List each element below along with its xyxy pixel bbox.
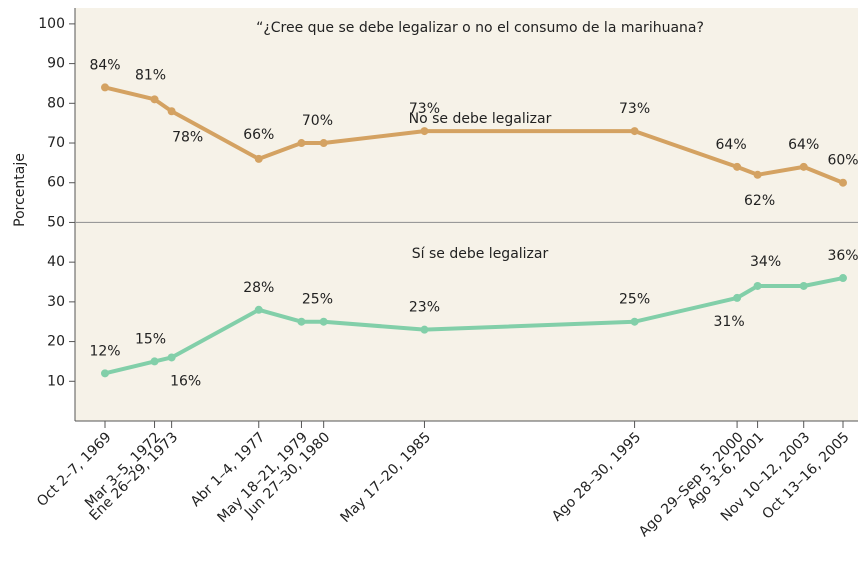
y-axis-label: Porcentaje bbox=[12, 153, 28, 227]
data-label: 70% bbox=[302, 113, 333, 129]
data-label: 64% bbox=[788, 137, 819, 153]
y-tick-label: 80 bbox=[47, 95, 65, 111]
y-tick-label: 100 bbox=[38, 16, 65, 32]
data-point bbox=[420, 127, 429, 136]
y-tick-label: 10 bbox=[47, 373, 65, 389]
data-label: 62% bbox=[744, 193, 775, 209]
y-tick-label: 70 bbox=[47, 135, 65, 151]
data-label: 31% bbox=[714, 314, 745, 330]
data-point bbox=[150, 95, 159, 104]
series-name: Sí se debe legalizar bbox=[412, 246, 549, 262]
data-point bbox=[254, 154, 263, 163]
data-label: 78% bbox=[172, 129, 203, 145]
y-tick-label: 20 bbox=[47, 334, 65, 350]
y-tick-label: 40 bbox=[47, 254, 65, 270]
data-point bbox=[630, 127, 639, 136]
y-tick-label: 60 bbox=[47, 175, 65, 191]
data-point bbox=[297, 139, 306, 148]
data-point bbox=[167, 107, 176, 116]
data-point bbox=[753, 170, 762, 179]
data-point bbox=[839, 274, 847, 283]
y-tick-label: 30 bbox=[47, 294, 65, 310]
data-point bbox=[150, 357, 159, 366]
data-label: 81% bbox=[135, 67, 166, 83]
y-tick-label: 50 bbox=[47, 214, 65, 230]
data-label: 64% bbox=[716, 137, 747, 153]
data-point bbox=[799, 162, 808, 171]
data-label: 36% bbox=[827, 248, 858, 264]
data-label: 34% bbox=[750, 254, 781, 270]
data-point bbox=[839, 178, 847, 187]
x-tick-label: Ago 28–30, 1995 bbox=[549, 429, 644, 524]
data-label: 84% bbox=[89, 57, 120, 73]
data-point bbox=[254, 305, 263, 314]
data-label: 16% bbox=[170, 373, 201, 389]
data-point bbox=[733, 162, 742, 171]
data-point bbox=[420, 325, 429, 334]
data-point bbox=[101, 83, 109, 92]
data-point bbox=[319, 317, 328, 326]
data-point bbox=[319, 139, 328, 148]
data-point bbox=[753, 281, 762, 290]
data-label: 73% bbox=[619, 101, 650, 117]
chart-title: “¿Cree que se debe legalizar o no el con… bbox=[256, 20, 704, 36]
data-label: 25% bbox=[619, 292, 650, 308]
data-label: 28% bbox=[243, 280, 274, 296]
series-name: No se debe legalizar bbox=[409, 111, 552, 127]
data-label: 60% bbox=[827, 153, 858, 169]
data-point bbox=[167, 353, 176, 362]
data-point bbox=[733, 293, 742, 302]
data-label: 25% bbox=[302, 292, 333, 308]
data-point bbox=[799, 281, 808, 290]
data-label: 66% bbox=[243, 127, 274, 143]
y-tick-label: 90 bbox=[47, 56, 65, 72]
plot-area bbox=[75, 8, 858, 421]
data-label: 73% bbox=[409, 101, 440, 117]
data-label: 12% bbox=[89, 343, 120, 359]
data-point bbox=[101, 369, 109, 378]
data-point bbox=[630, 317, 639, 326]
data-point bbox=[297, 317, 306, 326]
x-tick-label: May 17–20, 1985 bbox=[338, 429, 435, 526]
data-label: 23% bbox=[409, 300, 440, 316]
data-label: 15% bbox=[135, 331, 166, 347]
